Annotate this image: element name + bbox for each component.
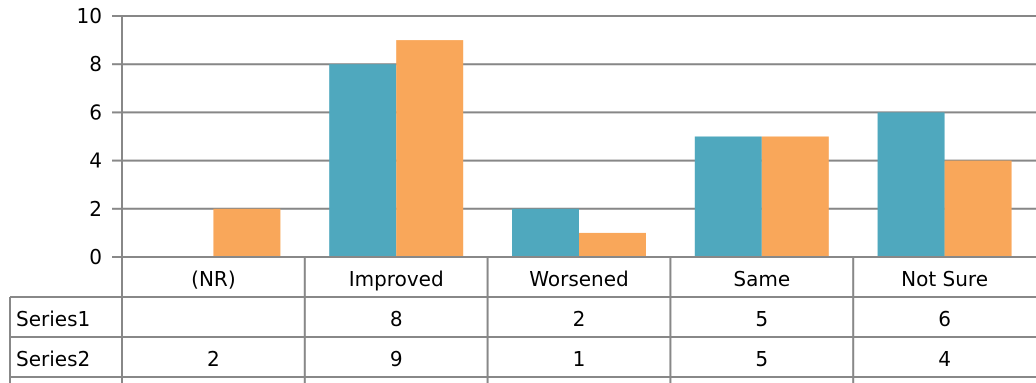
bars [213,40,1012,258]
table-value-label: 4 [938,347,951,371]
table-value-label: 8 [390,307,403,331]
table-value-label: 9 [390,347,403,371]
y-tick-label: 6 [89,100,102,124]
bar [396,40,464,257]
bar [944,160,1012,257]
y-tick-label: 0 [89,245,102,269]
category-label: Same [733,267,790,291]
bar [761,136,829,257]
y-tick-label: 4 [89,149,102,173]
bar [694,136,762,257]
bar [512,208,579,257]
category-label: Worsened [529,267,628,291]
bar [579,232,646,257]
table-value-label: 6 [938,307,951,331]
bar [329,64,397,257]
table-value-label: 5 [755,347,768,371]
series-name-label: Series1 [16,307,90,331]
category-label: Not Sure [901,267,988,291]
table-value-label: 1 [573,347,586,371]
category-label: (NR) [191,267,235,291]
table-value-label: 2 [573,307,586,331]
data-table: (NR) Improved Worsened Same Not Sure Series1 8… [9,256,1036,383]
axes [112,15,123,383]
table-value-label: 5 [755,307,768,331]
series-name-label: Series2 [16,347,90,371]
y-tick-label: 10 [77,4,102,28]
bar [213,208,281,257]
bar [877,112,945,258]
table-value-label: 2 [207,347,220,371]
y-tick-label: 2 [89,197,102,221]
y-tick-label: 8 [89,52,102,76]
category-label: Improved [349,267,444,291]
y-tick-labels: 0 2 4 6 8 10 [77,4,102,269]
